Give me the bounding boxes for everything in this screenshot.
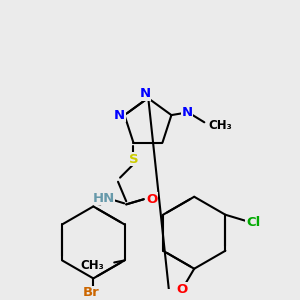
Text: CH₃: CH₃ <box>80 259 104 272</box>
Text: N: N <box>139 87 150 101</box>
Text: N: N <box>114 109 125 122</box>
Text: O: O <box>146 193 158 206</box>
Text: HN: HN <box>92 192 115 205</box>
Text: CH₃: CH₃ <box>208 119 232 132</box>
Text: S: S <box>129 153 138 166</box>
Text: O: O <box>176 283 188 296</box>
Text: Br: Br <box>83 286 100 299</box>
Text: N: N <box>181 106 192 118</box>
Text: Cl: Cl <box>246 217 260 230</box>
